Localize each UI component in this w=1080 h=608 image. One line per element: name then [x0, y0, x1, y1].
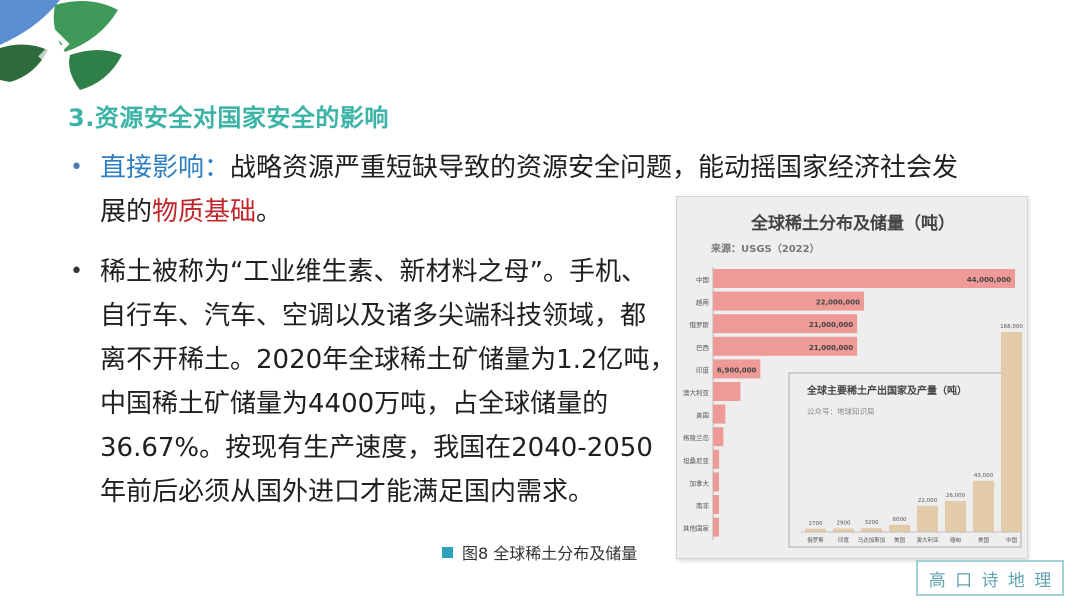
corner-decoration [0, 0, 122, 90]
stamp-char: 诗 [981, 570, 999, 591]
inset-bar [889, 524, 910, 532]
inset-data-label: 2700 [809, 521, 823, 527]
chart-category-label: 巴西 [696, 344, 710, 352]
rare-earth-chart: 全球稀土分布及储量（吨） 来源：USGS（2022） 中国 44,000,000 越南 2… [683, 213, 1023, 548]
inset-category-label: 马达加斯加 [858, 536, 886, 544]
deco-leaf-1 [0, 0, 60, 45]
deco-chevron-2 [38, 28, 58, 60]
chart-bar [713, 291, 864, 311]
inset-bar [833, 528, 854, 532]
inset-category-label: 中国 [1006, 536, 1018, 544]
inset-title: 全球主要稀土产出国家及产量（吨） [806, 384, 967, 397]
inset-data-label: 26,000 [946, 493, 966, 499]
chart-card: 全球稀土分布及储量（吨） 来源：USGS（2022） 中国 44,000,000 越南 2… [676, 196, 1028, 559]
bullet-line: 36.67%。按现有生产速度，我国在2040-2050 [100, 433, 653, 463]
inset-bar [917, 505, 938, 532]
chart-data-label: 21,000,000 [809, 344, 853, 352]
chart-bar [713, 495, 719, 514]
deco-chevron [50, 28, 70, 60]
deco-leaf-2 [53, 1, 118, 52]
chart-data-label: 22,000,000 [816, 299, 860, 307]
chart-category-label: 俄罗斯 [690, 320, 710, 329]
inset-data-label: 22,000 [918, 498, 938, 504]
chart-bar [713, 427, 724, 447]
inset-subtitle: 公众号：地球知识局 [807, 406, 875, 416]
inset-data-label: 43,000 [974, 473, 994, 479]
inset-category-label: 俄罗斯 [807, 536, 824, 544]
stamp-char: 口 [955, 570, 973, 591]
bullet-line: 中国稀土矿储量为4400万吨，占全球储量的 [100, 389, 609, 419]
bullet-text-a: 战略资源严重短缺导致的资源安全问题，能动摇国家经济社会发 [230, 153, 959, 183]
inset-bar [945, 501, 966, 532]
watermark-stamp: 高 口 诗 地 理 [916, 560, 1064, 596]
chart-data-label: 6,900,000 [717, 366, 757, 374]
inset-category-label: 美国 [894, 536, 906, 544]
bullet-text-b: 展的 [100, 197, 153, 227]
bullet-line: 自行车、汽车、空调以及诸多尖端科技领域，都 [100, 301, 647, 331]
chart-category-label: 印度 [696, 365, 710, 374]
inset-data-label: 6000 [893, 517, 907, 523]
bullet-highlight: 物质基础 [152, 197, 257, 227]
bullet-dot: • [70, 155, 83, 180]
chart-data-label: 44,000,000 [967, 276, 1011, 284]
chart-bar [713, 517, 719, 537]
stamp-char: 高 [928, 570, 946, 591]
caption-text: 图8 全球稀土分布及储量 [462, 544, 638, 563]
inset-data-label: 3200 [865, 520, 879, 526]
chart-category-label: 加拿大 [690, 478, 710, 487]
bullet-direct-impact: • 直接影响：战略资源严重短缺导致的资源安全问题，能动摇国家经济社会发 展的物质… [70, 146, 1000, 234]
deco-leaf-4 [0, 44, 48, 82]
inset-data-label: 168,000 [1000, 324, 1023, 330]
chart-bar [713, 314, 858, 334]
inset-category-label: 缅甸 [950, 536, 962, 544]
deco-leaf-3 [69, 50, 122, 90]
bullet-lead: 直接影响： [100, 153, 231, 183]
chart-category-label: 澳大利亚 [683, 388, 710, 397]
chart-bar [713, 336, 858, 356]
chart-bar [713, 382, 741, 401]
inset-bar [1001, 332, 1022, 532]
chart-title: 全球稀土分布及储量（吨） [750, 213, 955, 234]
caption-marker [442, 546, 453, 558]
stamp-char: 地 [1007, 570, 1025, 591]
inset-bar [861, 528, 882, 532]
bullet-line: 离不开稀土。2020年全球稀土矿储量为1.2亿吨， [100, 345, 676, 375]
bullet-line: 稀土被称为“工业维生素、新材料之母”。手机、 [100, 257, 647, 287]
bullet-rare-earth: • 稀土被称为“工业维生素、新材料之母”。手机、 自行车、汽车、空调以及诸多尖端… [70, 250, 680, 514]
chart-bar [713, 404, 726, 424]
chart-category-label: 中国 [696, 275, 709, 284]
chart-bar [713, 269, 1015, 288]
chart-category-label: 美国 [696, 411, 709, 420]
bullet-dot: • [70, 259, 83, 284]
inset-data-label: 2900 [837, 521, 851, 527]
bullet-line: 年前后必须从国外进口才能满足国内需求。 [100, 477, 595, 507]
chart-bar [713, 359, 761, 379]
chart-category-label: 越南 [696, 298, 710, 307]
inset-bar [805, 528, 826, 532]
section-title: 3.资源安全对国家安全的影响 [68, 104, 389, 132]
inset-category-label: 澳大利亚 [916, 536, 939, 544]
inset-bar [973, 480, 994, 532]
chart-category-label: 坦桑尼亚 [683, 456, 710, 465]
figure-caption: 图8 全球稀土分布及储量 [442, 540, 637, 564]
bullet-text-c: 。 [256, 197, 283, 227]
chart-data-label: 21,000,000 [809, 321, 853, 329]
chart-category-label: 格陵兰岛 [683, 433, 709, 442]
chart-category-label: 南非 [696, 501, 710, 510]
chart-bar [713, 472, 719, 492]
inset-category-label: 印度 [838, 536, 850, 544]
inset-category-label: 美国 [978, 536, 990, 544]
stamp-char: 理 [1034, 570, 1052, 591]
chart-bar [713, 449, 720, 469]
chart-subtitle: 来源：USGS（2022） [710, 242, 820, 255]
chart-category-label: 其他国家 [683, 524, 710, 533]
